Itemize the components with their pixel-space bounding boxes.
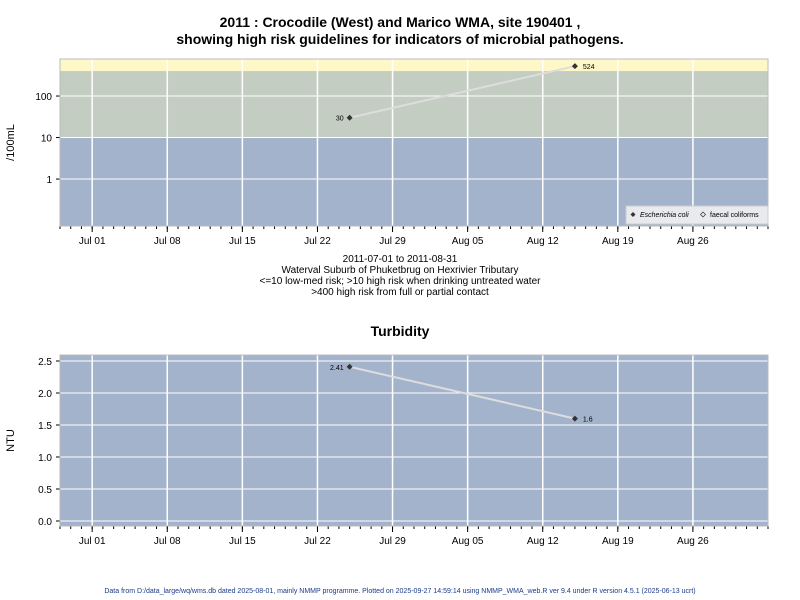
- risk-band: [60, 59, 768, 72]
- caption-line: <=10 low-med risk; >10 high risk when dr…: [259, 276, 541, 287]
- legend-entry: faecal coliforms: [710, 212, 759, 219]
- data-label: 2.41: [330, 365, 344, 372]
- data-point: [346, 363, 353, 370]
- y-tick-label: 2.5: [38, 357, 52, 368]
- plot-frame: [59, 354, 769, 527]
- x-tick-label: Jul 15: [229, 536, 256, 547]
- legend-box: [625, 205, 769, 225]
- footer-note: Data from D:/data_large/wq/wms.db dated …: [104, 588, 696, 595]
- x-tick-label: Jul 15: [229, 236, 256, 247]
- legend-entry: Escherichia coli: [640, 212, 689, 219]
- x-tick-label: Aug 05: [452, 536, 484, 547]
- data-label: 524: [583, 64, 595, 71]
- y-tick-label: 10: [41, 134, 53, 145]
- caption: 2011-07-01 to 2011-08-31 Waterval Suburb…: [0, 254, 800, 298]
- data-point: [346, 114, 353, 121]
- series-line: [349, 65, 576, 119]
- data-label: 1.6: [583, 417, 593, 424]
- x-tick-label: Aug 12: [527, 236, 559, 247]
- data-label: 30: [336, 116, 344, 123]
- data-point: [571, 415, 578, 422]
- y-axis-label: /100mL: [5, 124, 17, 161]
- y-tick-label: 2.0: [38, 389, 52, 400]
- chart-title-line1: 2011 : Crocodile (West) and Marico WMA, …: [219, 14, 581, 30]
- y-tick-label: 100: [35, 92, 52, 103]
- x-tick-label: Jul 08: [154, 236, 181, 247]
- x-tick-label: Aug 05: [452, 236, 484, 247]
- x-tick-label: Aug 19: [602, 536, 634, 547]
- x-tick-label: Jul 01: [79, 236, 106, 247]
- x-tick-label: Aug 26: [677, 536, 709, 547]
- x-tick-label: Jul 22: [304, 236, 331, 247]
- x-tick-label: Jul 01: [79, 536, 106, 547]
- y-tick-label: 1: [46, 175, 52, 186]
- x-tick-label: Aug 12: [527, 536, 559, 547]
- y-tick-label: 1.5: [38, 421, 52, 432]
- plot-frame: [59, 58, 769, 227]
- caption-line: >400 high risk from full or partial cont…: [311, 287, 489, 298]
- plot-background: [60, 355, 768, 526]
- series-line: [349, 365, 576, 420]
- y-tick-label: 1.0: [38, 453, 52, 464]
- chart-title-line2: showing high risk guidelines for indicat…: [176, 31, 624, 47]
- caption-line: 2011-07-01 to 2011-08-31: [342, 254, 458, 265]
- risk-band: [60, 71, 768, 138]
- legend-marker-open: [700, 211, 706, 218]
- x-tick-label: Jul 29: [379, 536, 406, 547]
- x-tick-label: Jul 29: [379, 236, 406, 247]
- x-tick-label: Aug 19: [602, 236, 634, 247]
- y-axis-label: NTU: [5, 429, 17, 452]
- y-tick-label: 0.0: [38, 517, 52, 528]
- y-tick-label: 0.5: [38, 485, 52, 496]
- legend-marker-filled: [630, 212, 636, 217]
- caption-line: Waterval Suburb of Phuketbrug on Hexrivi…: [281, 265, 519, 276]
- turbidity-title: Turbidity: [370, 323, 430, 339]
- data-point: [571, 63, 578, 70]
- x-tick-label: Aug 26: [677, 236, 709, 247]
- x-tick-label: Jul 22: [304, 536, 331, 547]
- x-tick-label: Jul 08: [154, 536, 181, 547]
